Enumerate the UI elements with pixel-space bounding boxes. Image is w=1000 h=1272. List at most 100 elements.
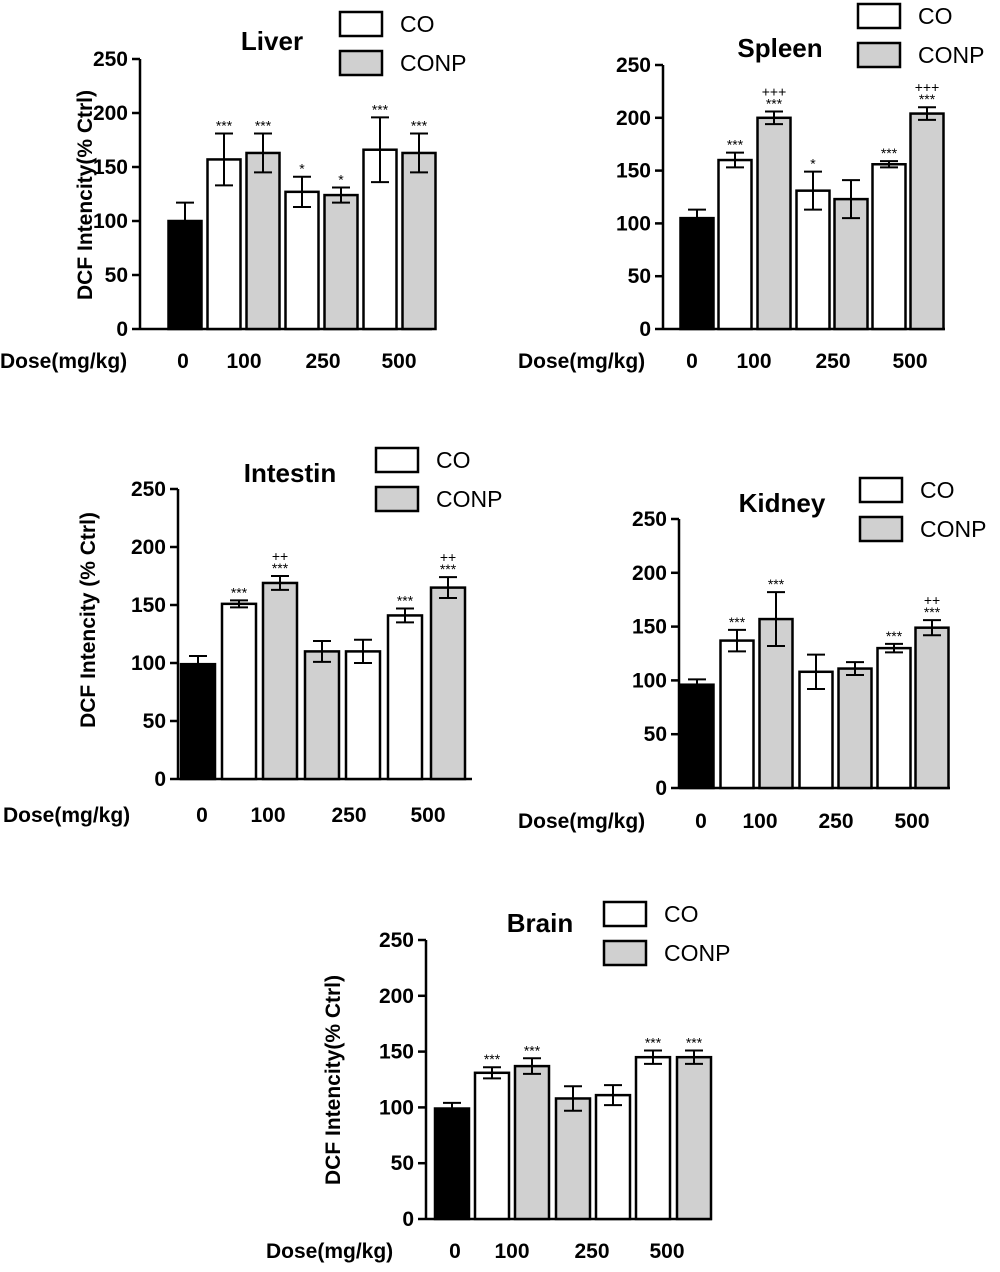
dose-label: Dose(mg/kg): [518, 350, 645, 373]
y-tick-label: 250: [131, 478, 166, 501]
significance-label: ***: [919, 91, 936, 107]
dose-tick-label: 250: [815, 350, 850, 373]
significance-label: ***: [645, 1034, 662, 1050]
legend-label: CO: [664, 901, 699, 927]
dose-tick-label: 500: [649, 1240, 684, 1263]
significance-label: ***: [766, 95, 783, 111]
dose-tick-label: 100: [226, 350, 261, 373]
y-axis-label: DCF Intencity(% Ctrl): [322, 975, 345, 1185]
bar-conp-500: [429, 586, 467, 781]
y-tick-label: 150: [632, 616, 667, 639]
chart-brain: 0 50 100 150 200 250 *** *** *** *** Brain CO CONP DC…: [266, 900, 730, 1263]
bar-co-500: [634, 1055, 672, 1221]
legend-swatch-co: [858, 476, 904, 504]
significance-label: ***: [216, 118, 233, 134]
bar-co-250: [344, 650, 382, 781]
legend-swatch-co: [602, 900, 648, 928]
bar-conp-100: [261, 581, 299, 781]
y-tick-label: 100: [379, 1096, 414, 1119]
significance-label: ***: [440, 561, 457, 577]
y-tick-label: 200: [131, 536, 166, 559]
bar-co-100: [206, 158, 242, 331]
y-tick-label: 0: [116, 318, 128, 341]
y-tick-label: 150: [131, 594, 166, 617]
chart-title: Spleen: [737, 33, 822, 63]
y-tick-label: 50: [143, 710, 166, 733]
bar-conp-500: [909, 112, 945, 331]
dose-tick-label: 250: [331, 804, 366, 827]
y-tick-label: 200: [379, 985, 414, 1008]
chart-title: Liver: [241, 26, 303, 56]
legend-label: CONP: [664, 940, 730, 966]
dose-tick-label: 500: [381, 350, 416, 373]
bar-conp-250: [554, 1097, 592, 1221]
bar-co-100: [717, 158, 753, 331]
bar-conp-250: [833, 197, 869, 331]
legend-swatch-conp: [602, 939, 648, 967]
y-tick-label: 100: [93, 210, 128, 233]
bar-conp-250: [323, 193, 359, 331]
dose-label: Dose(mg/kg): [0, 350, 127, 373]
legend-swatch-conp: [858, 515, 904, 543]
bar-control-0: [179, 662, 217, 781]
legend-swatch-co: [338, 10, 384, 38]
bar-conp-500: [401, 151, 437, 331]
bar-conp-100: [513, 1064, 551, 1221]
legend-label: CO: [920, 477, 955, 503]
legend-label: CONP: [920, 516, 986, 542]
significance-label: ***: [411, 118, 428, 134]
y-tick-label: 0: [154, 768, 166, 791]
legend-swatch-co: [856, 2, 902, 30]
y-axis-label: DCF Intencity(% Ctrl): [74, 90, 97, 300]
y-tick-label: 150: [93, 156, 128, 179]
significance-label: ++: [272, 548, 288, 564]
y-tick-label: 50: [105, 264, 128, 287]
legend-swatch-co: [374, 446, 420, 474]
bar-co-500: [871, 163, 907, 331]
dose-tick-label: 250: [818, 810, 853, 833]
significance-label: *: [299, 161, 305, 177]
dose-tick-label: 0: [695, 810, 707, 833]
y-tick-label: 250: [616, 54, 651, 77]
significance-label: +++: [762, 83, 787, 99]
legend-swatch-conp: [374, 485, 420, 513]
legend-label: CONP: [436, 486, 502, 512]
dose-tick-label: 0: [177, 350, 189, 373]
bar-control-0: [679, 683, 715, 790]
significance-label: ***: [231, 584, 248, 600]
significance-label: ***: [484, 1051, 501, 1067]
dose-label: Dose(mg/kg): [3, 804, 130, 827]
bar-co-250: [594, 1093, 632, 1221]
bar-conp-100: [756, 116, 792, 331]
y-tick-label: 200: [616, 107, 651, 130]
dose-tick-label: 100: [742, 810, 777, 833]
chart-title: Brain: [507, 908, 573, 938]
significance-label: ***: [727, 137, 744, 153]
bar-conp-500: [675, 1055, 713, 1221]
dose-tick-label: 100: [494, 1240, 529, 1263]
significance-label: ***: [886, 628, 903, 644]
y-tick-label: 150: [616, 160, 651, 183]
dose-tick-label: 500: [892, 350, 927, 373]
y-tick-label: 50: [628, 265, 651, 288]
bar-co-100: [719, 639, 755, 790]
significance-label: ***: [272, 560, 289, 576]
significance-label: ***: [924, 604, 941, 620]
significance-label: ++: [924, 592, 940, 608]
y-tick-label: 100: [131, 652, 166, 675]
bar-conp-500: [914, 626, 950, 790]
y-tick-label: 0: [639, 318, 651, 341]
significance-label: +++: [915, 79, 940, 95]
y-axis-label: DCF Intencity (% Ctrl): [77, 512, 100, 728]
dose-tick-label: 100: [250, 804, 285, 827]
legend-label: CONP: [918, 42, 984, 68]
dose-tick-label: 500: [410, 804, 445, 827]
bar-co-100: [220, 602, 258, 781]
bar-conp-250: [303, 650, 341, 781]
legend-swatch-conp: [856, 41, 902, 69]
significance-label: ***: [686, 1034, 703, 1050]
bar-control-0: [433, 1107, 471, 1221]
bar-conp-250: [837, 667, 873, 790]
bar-co-100: [473, 1071, 511, 1221]
